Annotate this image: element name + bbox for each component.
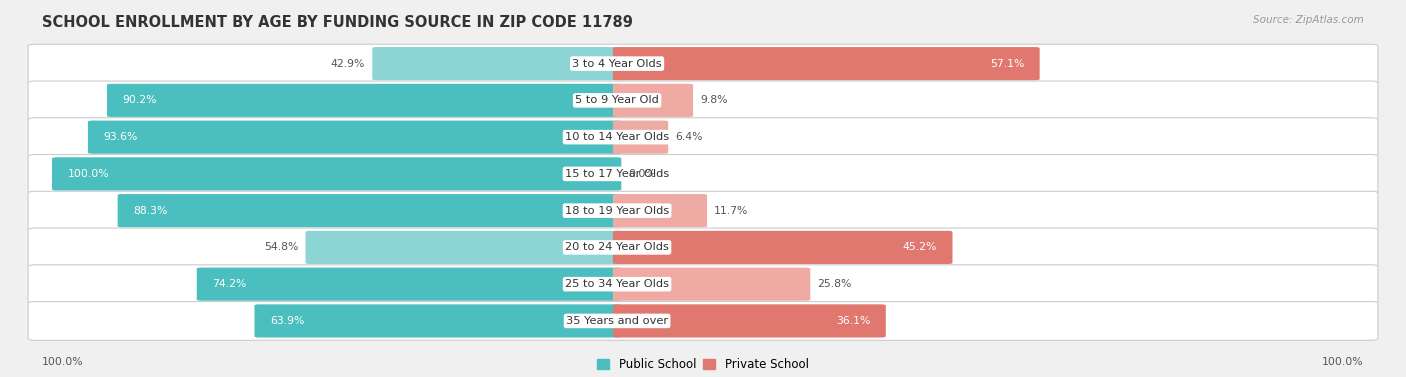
FancyBboxPatch shape <box>197 268 621 301</box>
Text: 9.8%: 9.8% <box>700 95 728 106</box>
Text: 57.1%: 57.1% <box>990 58 1024 69</box>
FancyBboxPatch shape <box>373 47 621 80</box>
FancyBboxPatch shape <box>28 228 1378 267</box>
Text: 42.9%: 42.9% <box>330 58 366 69</box>
Text: 88.3%: 88.3% <box>134 205 167 216</box>
FancyBboxPatch shape <box>613 304 886 337</box>
FancyBboxPatch shape <box>89 121 621 154</box>
Text: SCHOOL ENROLLMENT BY AGE BY FUNDING SOURCE IN ZIP CODE 11789: SCHOOL ENROLLMENT BY AGE BY FUNDING SOUR… <box>42 15 633 30</box>
Text: 100.0%: 100.0% <box>1322 357 1364 367</box>
Text: 25.8%: 25.8% <box>817 279 852 289</box>
FancyBboxPatch shape <box>28 265 1378 303</box>
FancyBboxPatch shape <box>28 191 1378 230</box>
Text: 18 to 19 Year Olds: 18 to 19 Year Olds <box>565 205 669 216</box>
FancyBboxPatch shape <box>613 84 693 117</box>
FancyBboxPatch shape <box>118 194 621 227</box>
FancyBboxPatch shape <box>305 231 621 264</box>
Text: 36.1%: 36.1% <box>837 316 870 326</box>
FancyBboxPatch shape <box>28 81 1378 120</box>
FancyBboxPatch shape <box>613 47 1039 80</box>
Text: 100.0%: 100.0% <box>42 357 84 367</box>
Text: 6.4%: 6.4% <box>675 132 703 142</box>
FancyBboxPatch shape <box>254 304 621 337</box>
Text: 90.2%: 90.2% <box>122 95 157 106</box>
Text: 15 to 17 Year Olds: 15 to 17 Year Olds <box>565 169 669 179</box>
Text: 10 to 14 Year Olds: 10 to 14 Year Olds <box>565 132 669 142</box>
FancyBboxPatch shape <box>613 268 810 301</box>
Text: 54.8%: 54.8% <box>264 242 298 253</box>
FancyBboxPatch shape <box>28 155 1378 193</box>
Text: 11.7%: 11.7% <box>714 205 748 216</box>
Text: 74.2%: 74.2% <box>212 279 246 289</box>
Text: 3 to 4 Year Olds: 3 to 4 Year Olds <box>572 58 662 69</box>
Legend: Public School, Private School: Public School, Private School <box>598 358 808 371</box>
FancyBboxPatch shape <box>28 118 1378 156</box>
Text: 93.6%: 93.6% <box>104 132 138 142</box>
Text: 100.0%: 100.0% <box>67 169 110 179</box>
Text: 35 Years and over: 35 Years and over <box>567 316 668 326</box>
Text: 0.0%: 0.0% <box>628 169 657 179</box>
FancyBboxPatch shape <box>28 302 1378 340</box>
Text: 63.9%: 63.9% <box>270 316 304 326</box>
FancyBboxPatch shape <box>613 231 952 264</box>
Text: 25 to 34 Year Olds: 25 to 34 Year Olds <box>565 279 669 289</box>
FancyBboxPatch shape <box>107 84 621 117</box>
FancyBboxPatch shape <box>613 194 707 227</box>
Text: 5 to 9 Year Old: 5 to 9 Year Old <box>575 95 659 106</box>
Text: Source: ZipAtlas.com: Source: ZipAtlas.com <box>1253 15 1364 25</box>
Text: 45.2%: 45.2% <box>903 242 936 253</box>
FancyBboxPatch shape <box>613 121 668 154</box>
FancyBboxPatch shape <box>52 157 621 190</box>
FancyBboxPatch shape <box>28 44 1378 83</box>
Text: 20 to 24 Year Olds: 20 to 24 Year Olds <box>565 242 669 253</box>
